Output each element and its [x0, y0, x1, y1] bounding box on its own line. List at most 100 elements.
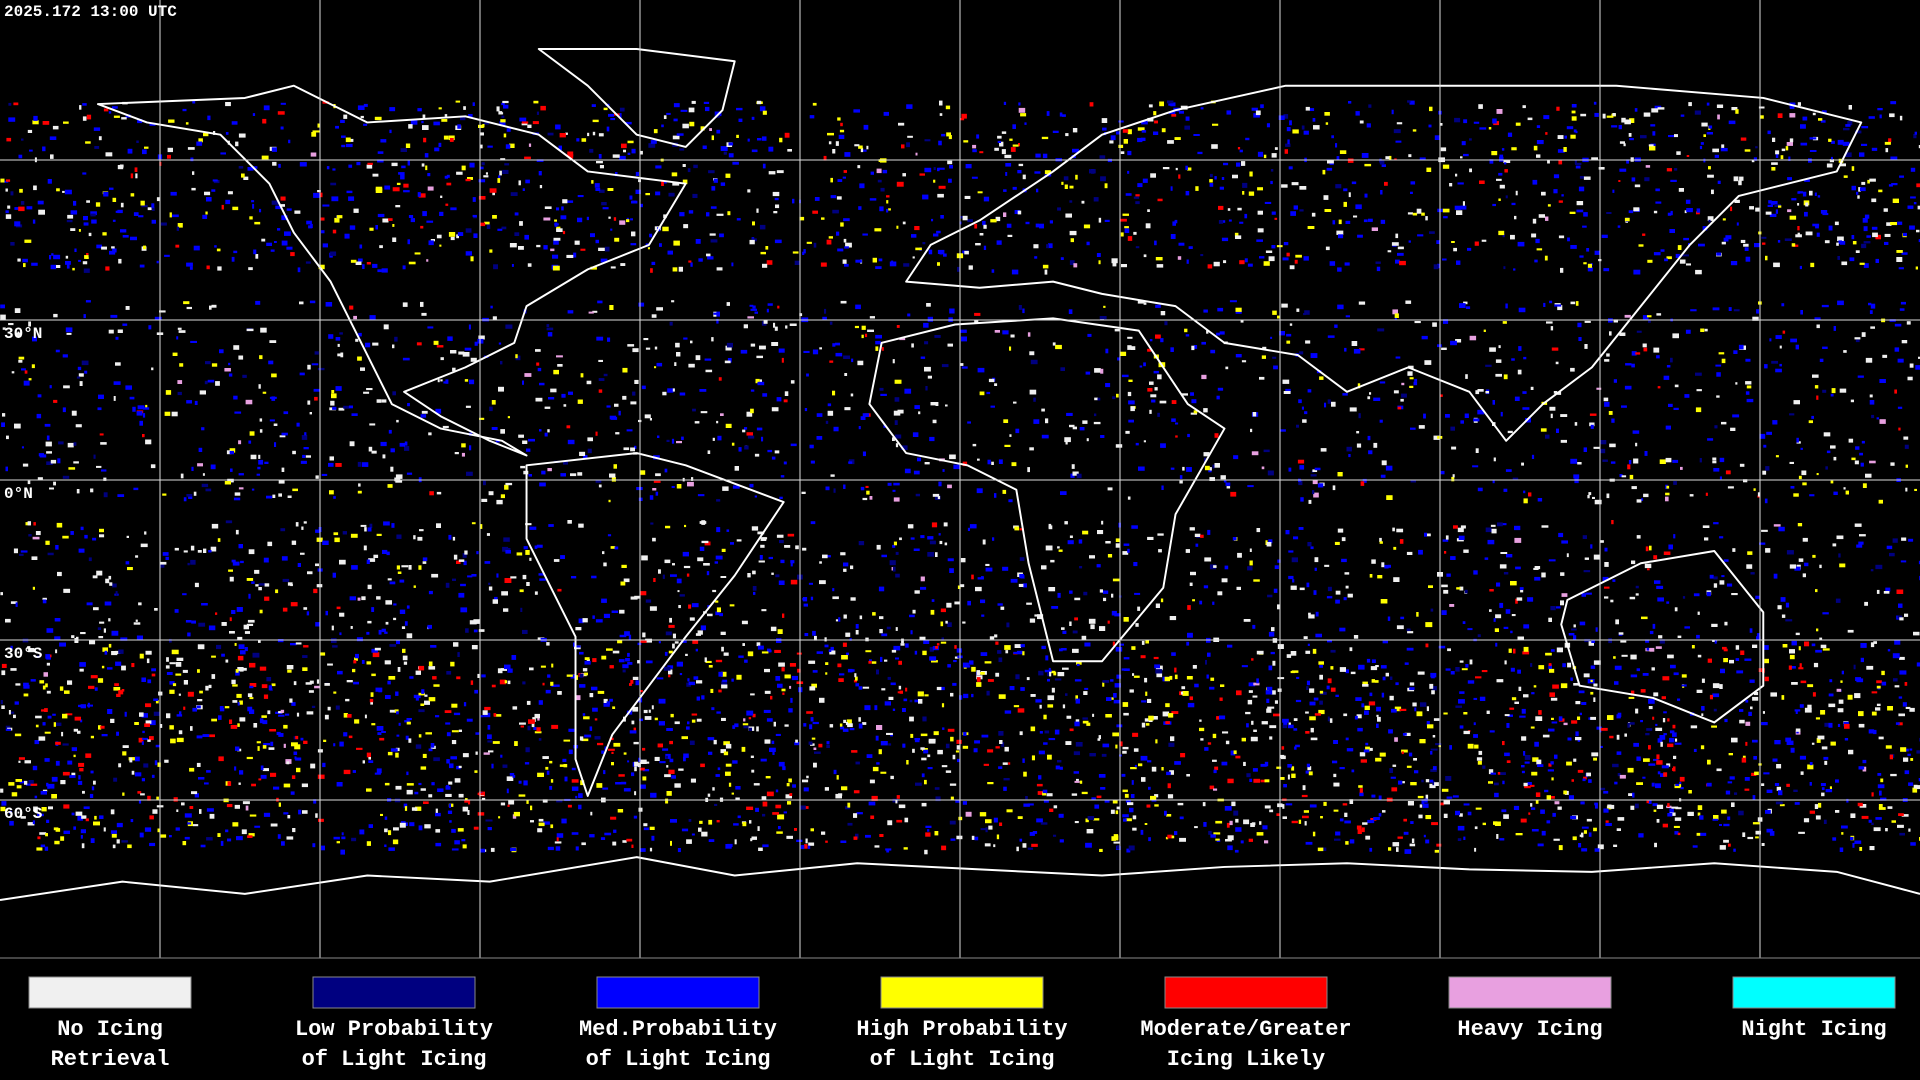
- icing-pixel: [1227, 778, 1234, 784]
- icing-pixel: [469, 162, 475, 168]
- icing-pixel: [83, 268, 90, 273]
- icing-pixel: [716, 527, 721, 533]
- icing-pixel: [690, 262, 693, 267]
- icing-pixel: [1748, 711, 1752, 716]
- icing-pixel: [1076, 473, 1082, 479]
- icing-pixel: [1515, 122, 1521, 126]
- icing-pixel: [1797, 203, 1800, 206]
- icing-pixel: [363, 103, 368, 107]
- icing-pixel: [1072, 471, 1079, 476]
- icing-pixel: [577, 217, 583, 223]
- icing-pixel: [1673, 407, 1679, 410]
- icing-pixel: [147, 795, 151, 801]
- icing-pixel: [595, 187, 601, 191]
- icing-pixel: [102, 647, 108, 652]
- icing-pixel: [203, 548, 207, 553]
- icing-pixel: [456, 560, 461, 564]
- icing-pixel: [248, 593, 251, 599]
- icing-pixel: [330, 400, 335, 406]
- icing-pixel: [552, 265, 560, 271]
- icing-pixel: [598, 189, 605, 193]
- icing-pixel: [1099, 848, 1103, 852]
- icing-pixel: [609, 305, 614, 310]
- icing-pixel: [1473, 121, 1480, 124]
- icing-pixel: [422, 114, 426, 119]
- icing-pixel: [20, 201, 25, 205]
- icing-pixel: [1706, 102, 1710, 106]
- icing-pixel: [1522, 407, 1530, 410]
- icing-pixel: [608, 499, 611, 503]
- icing-pixel: [829, 321, 833, 325]
- icing-pixel: [1109, 140, 1114, 144]
- icing-pixel: [1521, 765, 1525, 768]
- icing-pixel: [1283, 242, 1289, 246]
- icing-pixel: [1842, 141, 1850, 146]
- icing-pixel: [1898, 713, 1905, 717]
- icing-pixel: [348, 405, 353, 409]
- icing-pixel: [1896, 250, 1903, 253]
- icing-pixel: [1162, 711, 1170, 717]
- icing-pixel: [1592, 496, 1595, 499]
- icing-pixel: [137, 119, 143, 124]
- icing-pixel: [937, 262, 940, 266]
- icing-pixel: [343, 713, 348, 718]
- icing-pixel: [1655, 727, 1663, 731]
- icing-pixel: [1838, 553, 1841, 558]
- icing-pixel: [1309, 701, 1316, 706]
- icing-pixel: [1898, 267, 1904, 270]
- icing-pixel: [1359, 348, 1365, 351]
- icing-pixel: [804, 633, 809, 637]
- icing-pixel: [313, 388, 321, 392]
- icing-pixel: [393, 617, 397, 621]
- icing-pixel: [1598, 167, 1605, 170]
- icing-pixel: [914, 738, 920, 741]
- icing-pixel: [1851, 185, 1856, 191]
- icing-pixel: [1535, 238, 1540, 244]
- icing-pixel: [1794, 709, 1801, 712]
- icing-pixel: [843, 170, 847, 173]
- icing-pixel: [301, 435, 308, 440]
- icing-pixel: [751, 526, 759, 531]
- icing-pixel: [186, 494, 193, 497]
- icing-pixel: [141, 677, 146, 682]
- icing-pixel: [855, 304, 861, 310]
- icing-pixel: [1008, 499, 1013, 503]
- icing-pixel: [923, 640, 930, 644]
- icing-pixel: [1167, 140, 1174, 144]
- icing-pixel: [1179, 480, 1183, 484]
- icing-pixel: [1570, 367, 1575, 372]
- icing-pixel: [70, 531, 74, 535]
- icing-pixel: [725, 173, 731, 178]
- icing-pixel: [1118, 144, 1124, 148]
- icing-pixel: [1042, 153, 1048, 159]
- icing-pixel: [378, 629, 382, 635]
- icing-pixel: [1764, 498, 1768, 504]
- icing-pixel: [939, 100, 943, 106]
- icing-pixel: [198, 622, 206, 627]
- icing-pixel: [1812, 374, 1819, 378]
- icing-pixel: [282, 607, 288, 612]
- icing-pixel: [682, 164, 686, 167]
- icing-pixel: [444, 114, 448, 117]
- icing-pixel: [1769, 338, 1772, 342]
- icing-pixel: [1728, 307, 1732, 311]
- icing-pixel: [450, 236, 455, 241]
- icing-pixel: [1541, 525, 1549, 528]
- icing-pixel: [323, 739, 327, 742]
- icing-pixel: [135, 619, 138, 622]
- icing-pixel: [1333, 773, 1337, 778]
- icing-pixel: [1786, 142, 1793, 146]
- icing-pixel: [813, 762, 817, 768]
- icing-pixel: [1145, 639, 1149, 644]
- icing-pixel: [1528, 812, 1531, 815]
- icing-pixel: [861, 325, 866, 330]
- icing-pixel: [1575, 130, 1578, 134]
- icing-pixel: [420, 788, 426, 791]
- icing-pixel: [1606, 212, 1612, 214]
- icing-pixel: [1517, 636, 1524, 641]
- icing-pixel: [552, 254, 559, 259]
- icing-pixel: [720, 146, 728, 151]
- icing-pixel: [1701, 713, 1704, 716]
- icing-pixel: [1511, 147, 1517, 151]
- icing-pixel: [1797, 232, 1800, 237]
